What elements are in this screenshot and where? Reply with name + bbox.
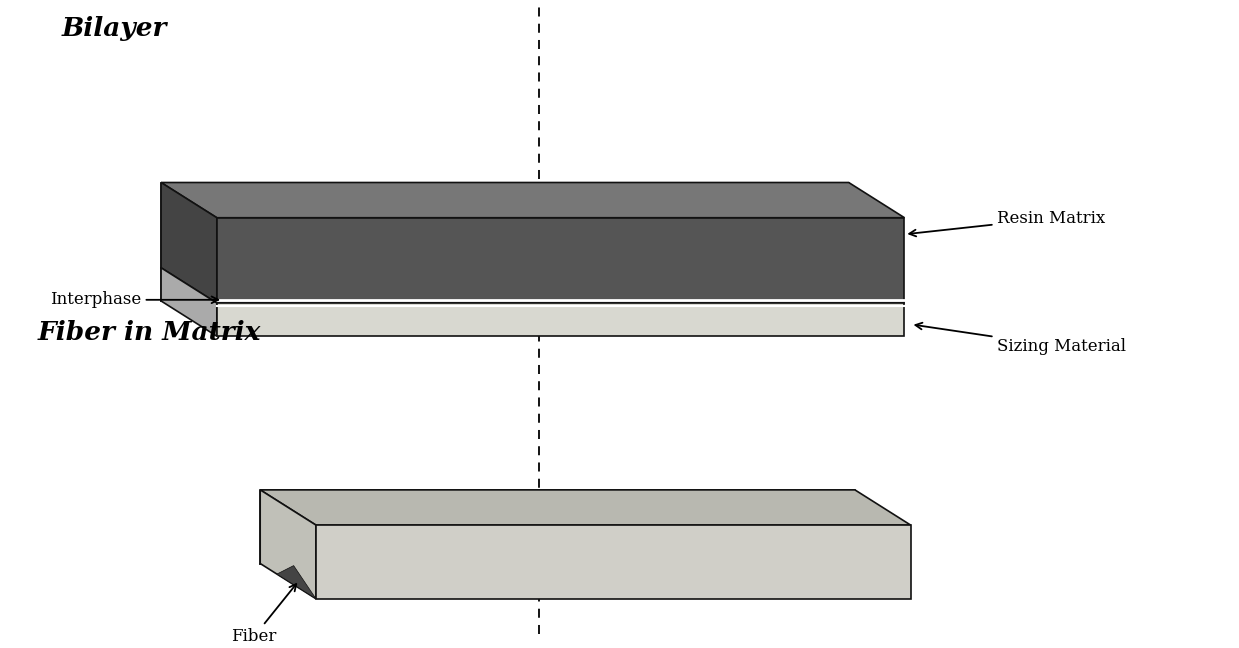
Polygon shape: [161, 183, 904, 218]
Polygon shape: [260, 490, 911, 525]
Polygon shape: [161, 268, 217, 336]
Polygon shape: [276, 566, 316, 599]
Text: Fiber in Matrix: Fiber in Matrix: [37, 320, 260, 345]
Polygon shape: [260, 490, 855, 564]
Polygon shape: [161, 183, 849, 268]
Text: Fiber: Fiber: [230, 584, 296, 645]
Polygon shape: [217, 218, 904, 303]
Polygon shape: [316, 525, 911, 599]
Polygon shape: [161, 268, 849, 301]
Text: Resin Matrix: Resin Matrix: [909, 210, 1105, 237]
Text: Interphase: Interphase: [50, 292, 218, 308]
Polygon shape: [217, 303, 904, 336]
Polygon shape: [260, 490, 316, 599]
Text: Bilayer: Bilayer: [62, 16, 167, 41]
Text: Sizing Material: Sizing Material: [916, 323, 1126, 355]
Polygon shape: [161, 183, 217, 303]
